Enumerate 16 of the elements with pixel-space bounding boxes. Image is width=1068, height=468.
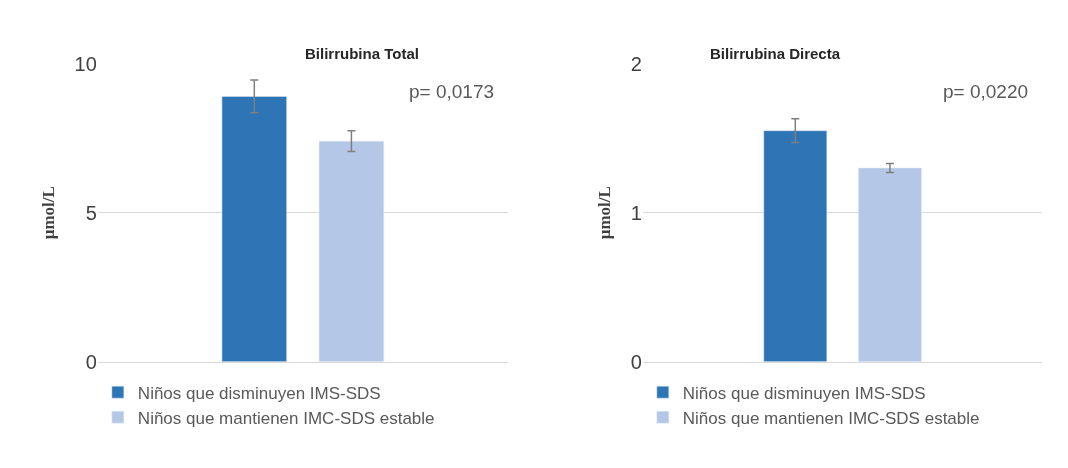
y-axis-title: µmol/L <box>595 186 615 240</box>
chart-title: Bilirrubina Total <box>305 45 419 62</box>
legend-label: Niños que mantienen IMC-SDS estable <box>137 408 435 428</box>
y-tick-label: 2 <box>630 52 642 75</box>
chart-title: Bilirrubina Directa <box>710 45 841 62</box>
legend-label: Niños que disminuyen IMS-SDS <box>682 383 926 403</box>
annotation: p= 0,0220 <box>943 81 1029 102</box>
legend-label: Niños que disminuyen IMS-SDS <box>137 383 381 403</box>
y-axis-title: µmol/L <box>39 186 59 240</box>
y-tick-label: 0 <box>85 350 97 373</box>
y-tick-label: 5 <box>85 201 97 224</box>
y-tick-label: 10 <box>74 52 97 75</box>
y-tick-label: 1 <box>630 201 642 224</box>
annotation: p= 0,0173 <box>409 81 495 102</box>
y-tick-label: 0 <box>630 350 642 373</box>
legend-label: Niños que mantienen IMC-SDS estable <box>682 408 980 428</box>
